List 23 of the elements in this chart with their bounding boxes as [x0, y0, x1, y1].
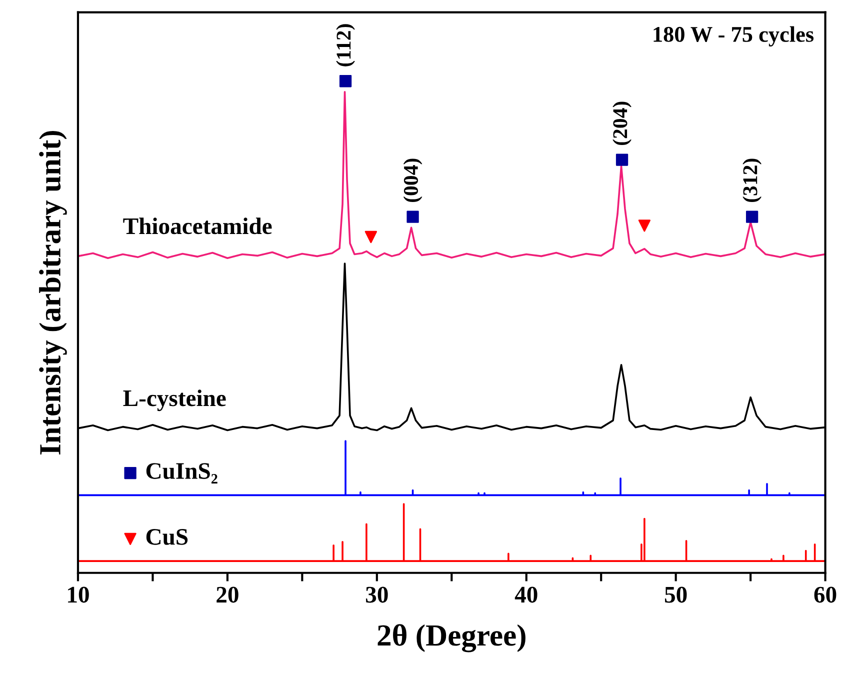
- x-tick-label: 40: [514, 586, 538, 603]
- x-tick-label: 20: [216, 586, 238, 603]
- point: [638, 220, 651, 232]
- text: 180 W - 75 cycles: [654, 26, 814, 47]
- series-label: Thioacetamide: [123, 218, 272, 234]
- point: [339, 75, 352, 88]
- legend-label: CuInS₂: [146, 463, 218, 484]
- y-axis-title: Intensity (arbitrary unit): [39, 130, 67, 454]
- annotation: (004): [403, 158, 422, 202]
- legend-label: CuS: [146, 528, 188, 545]
- point: [616, 154, 628, 166]
- x-tick-label: 60: [814, 586, 836, 603]
- x-tick-label: 10: [68, 586, 89, 603]
- point: [746, 210, 758, 223]
- annotation: (312): [742, 158, 762, 202]
- annotation: (112): [336, 24, 355, 66]
- x-axis-title: 2θ (Degree): [378, 624, 526, 652]
- series-label: L-cysteine: [123, 390, 226, 412]
- x-tick-label: 50: [664, 586, 687, 603]
- x-tick-label: 30: [366, 586, 388, 603]
- point: [406, 210, 419, 223]
- point: [364, 230, 378, 244]
- annotation: (204): [612, 102, 632, 145]
